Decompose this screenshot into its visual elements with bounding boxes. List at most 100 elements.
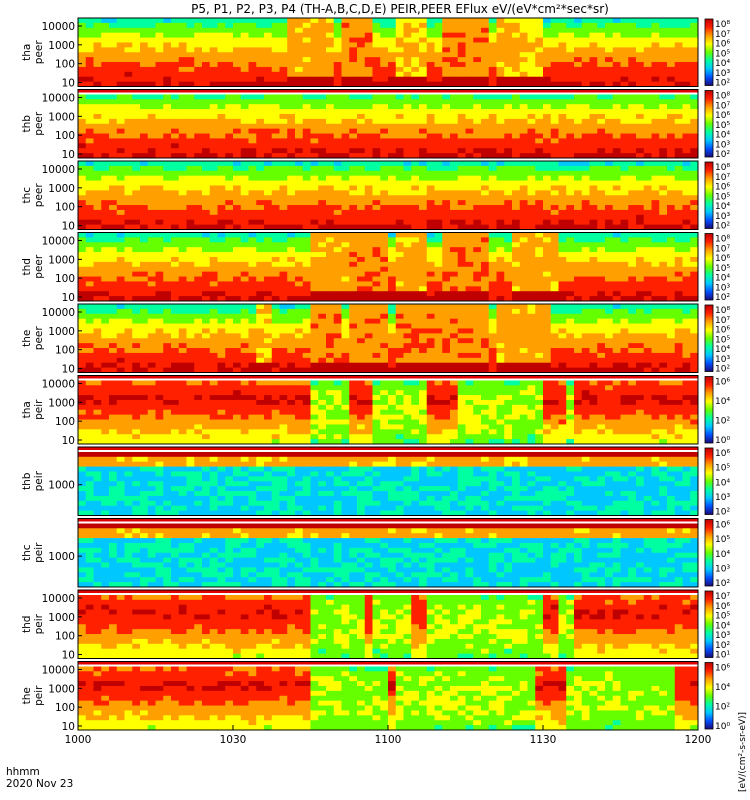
spectrogram-cell (651, 133, 660, 139)
spectrogram-cell (217, 18, 226, 24)
spectrogram-cell (488, 256, 497, 263)
spectrogram-cell (457, 18, 466, 24)
spectrogram-cell (233, 32, 242, 38)
spectrogram-cell (264, 271, 273, 277)
spectrogram-cell (605, 57, 614, 63)
spectrogram-cell (481, 242, 490, 248)
spectrogram-cell (202, 133, 211, 139)
spectrogram-cell (85, 261, 94, 268)
spectrogram-cell (574, 138, 583, 144)
spectrogram-cell (473, 138, 482, 144)
spectrogram-cell (690, 22, 699, 29)
spectrogram-cell (388, 286, 397, 292)
spectrogram-cell (612, 123, 621, 130)
spectrogram-cell (155, 308, 164, 315)
spectrogram-cell (318, 224, 327, 230)
spectrogram-cell (651, 71, 660, 78)
spectrogram-cell (543, 99, 552, 105)
spectrogram-cell (93, 104, 102, 110)
spectrogram-cell (457, 109, 466, 115)
spectrogram-cell (457, 161, 466, 167)
spectrogram-cell (279, 348, 288, 354)
spectrogram-cell (178, 71, 187, 78)
spectrogram-cell (690, 242, 699, 248)
spectrogram-cell (132, 66, 141, 73)
spectrogram-cell (233, 47, 242, 53)
spectrogram-cell (465, 185, 474, 191)
spectrogram-cell (101, 190, 110, 196)
spectrogram-cell (388, 148, 397, 154)
spectrogram-cell (473, 170, 482, 177)
spectrogram-cell (225, 185, 234, 191)
panel-frame (77, 160, 699, 230)
spectrogram-cell (279, 37, 288, 43)
spectrogram-cell (450, 47, 459, 53)
spectrogram-cell (248, 32, 257, 38)
spectrogram-cell (372, 224, 381, 230)
spectrogram-cell (256, 175, 265, 181)
spectrogram-cell (78, 276, 87, 282)
spectrogram-cell (155, 118, 164, 125)
spectrogram-cell (465, 81, 474, 87)
spectrogram-cell (163, 180, 172, 186)
spectrogram-cell (674, 170, 683, 177)
spectrogram-cell (271, 256, 280, 263)
spectrogram-cell (674, 165, 683, 172)
spectrogram-cell (124, 175, 133, 181)
spectrogram-cell (217, 247, 226, 253)
spectrogram-cell (155, 338, 164, 344)
spectrogram-cell (318, 138, 327, 144)
spectrogram-cell (124, 219, 133, 225)
spectrogram-cell (628, 190, 637, 196)
spectrogram-cell (403, 185, 412, 191)
spectrogram-cell (558, 71, 567, 78)
spectrogram-cell (85, 296, 94, 302)
spectrogram-cell (620, 261, 629, 268)
spectrogram-cell (202, 57, 211, 63)
spectrogram-cell (628, 76, 637, 82)
spectrogram-cell (450, 148, 459, 154)
spectrogram-cell (78, 195, 87, 201)
spectrogram-cell (465, 118, 474, 125)
spectrogram-cell (473, 224, 482, 230)
spectrogram-cell (349, 42, 358, 48)
spectrogram-cell (209, 62, 218, 68)
spectrogram-cell (186, 81, 195, 87)
spectrogram-cell (434, 57, 443, 63)
spectrogram-cell (512, 57, 521, 63)
spectrogram-cell (519, 76, 528, 82)
spectrogram-cell (643, 261, 652, 268)
spectrogram-cell (310, 313, 319, 320)
spectrogram-cell (651, 256, 660, 263)
spectrogram-cell (388, 161, 397, 167)
spectrogram-cell (419, 247, 428, 253)
spectrogram-cell (388, 123, 397, 130)
spectrogram-cell (341, 138, 350, 144)
spectrogram-cell (682, 175, 691, 181)
spectrogram-cell (217, 66, 226, 73)
spectrogram-cell (550, 195, 559, 201)
spectrogram-cell (659, 47, 668, 53)
spectrogram-cell (178, 343, 187, 349)
spectrogram-cell (380, 237, 389, 243)
spectrogram-cell (442, 205, 451, 211)
spectrogram-cell (512, 109, 521, 115)
spectrogram-cell (473, 99, 482, 105)
spectrogram-cell (674, 256, 683, 263)
colorbar-tick-label: 10⁷ (715, 244, 730, 254)
spectrogram-cell (535, 148, 544, 154)
spectrogram-cell (450, 205, 459, 211)
spectrogram-cell (403, 94, 412, 100)
spectrogram-cell (287, 219, 296, 225)
spectrogram-cell (372, 104, 381, 110)
spectrogram-cell (558, 247, 567, 253)
spectrogram-cell (395, 276, 404, 282)
spectrogram-cell (256, 276, 265, 282)
spectrogram-cell (233, 190, 242, 196)
spectrogram-cell (101, 276, 110, 282)
spectrogram-cell (147, 209, 156, 216)
spectrogram-cell (132, 185, 141, 191)
spectrogram-cell (651, 143, 660, 149)
spectrogram-cell (318, 27, 327, 34)
spectrogram-cell (132, 232, 141, 238)
